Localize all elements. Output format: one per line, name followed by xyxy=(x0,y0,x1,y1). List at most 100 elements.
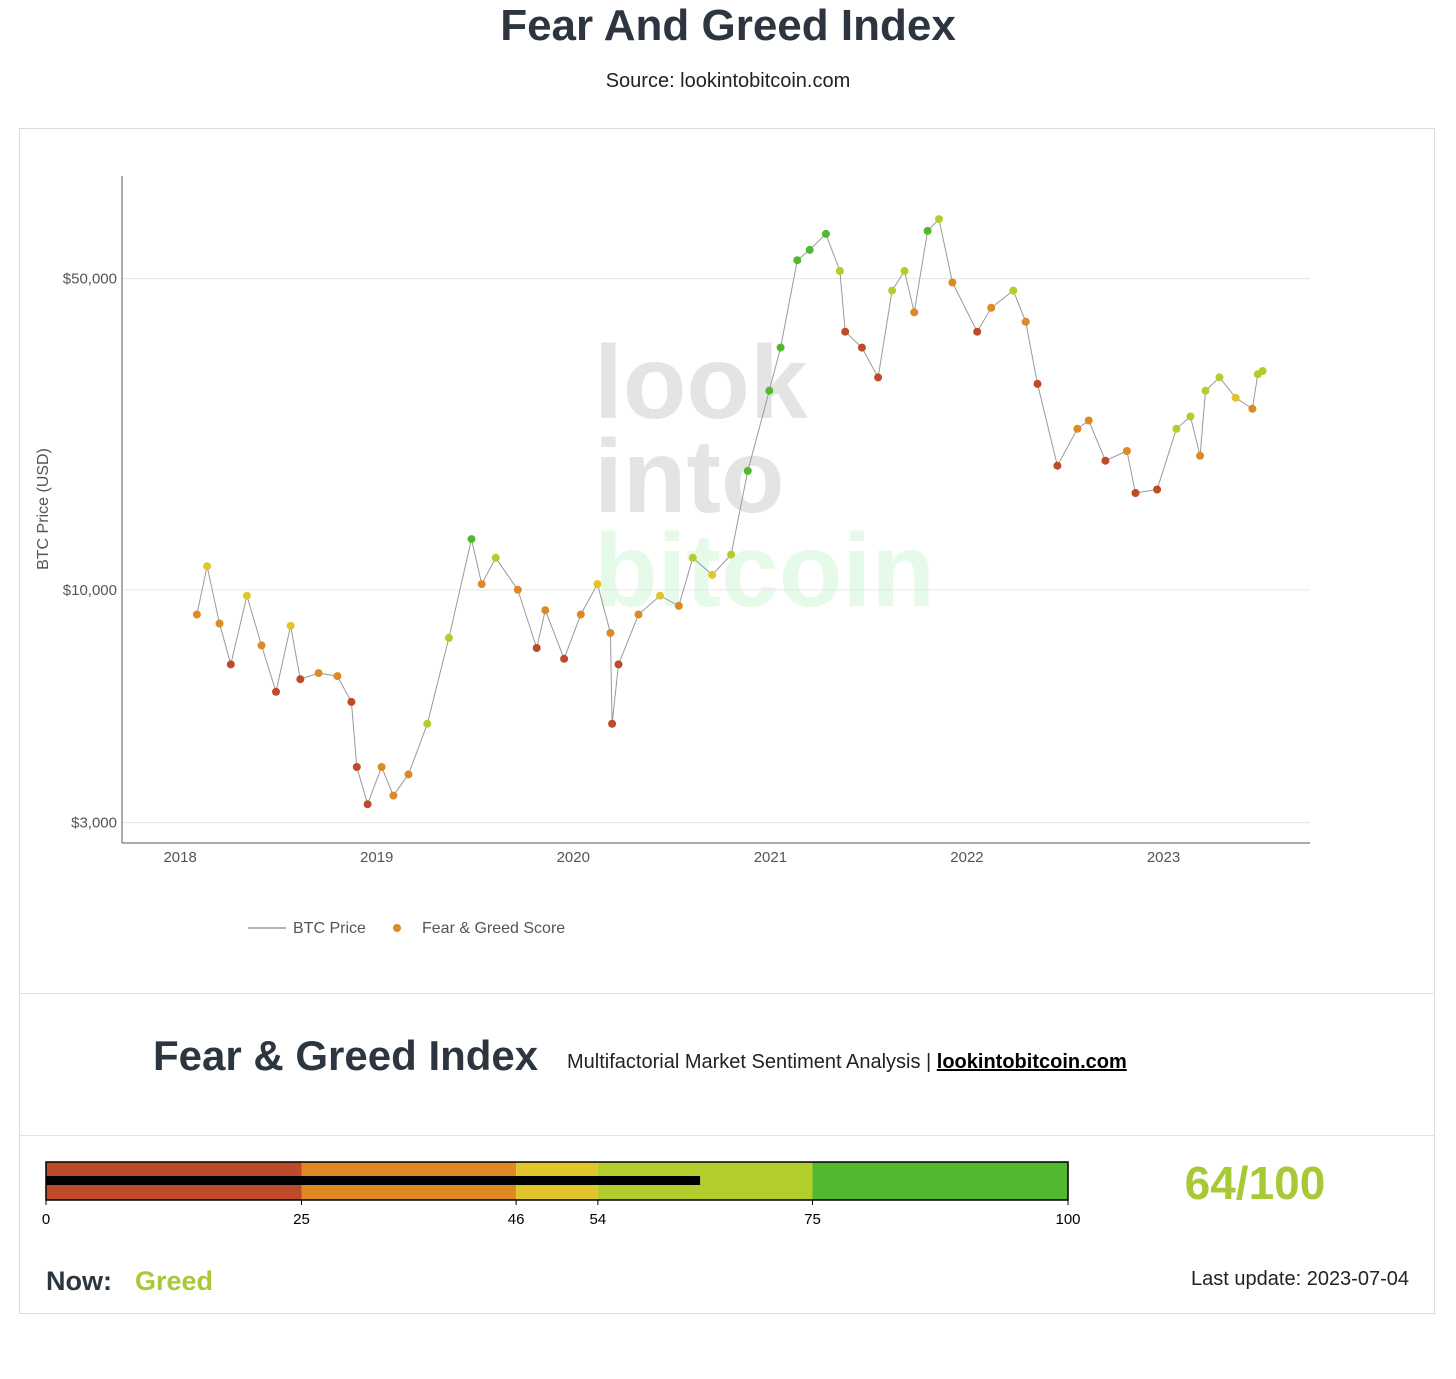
y-tick-labels: $3,000 $10,000 $50,000 xyxy=(63,271,117,832)
legend-fear-greed-score[interactable]: Fear & Greed Score xyxy=(422,920,565,937)
score-point[interactable] xyxy=(708,570,717,579)
score-point[interactable] xyxy=(923,226,932,235)
score-point[interactable] xyxy=(352,763,361,771)
score-point[interactable] xyxy=(910,308,919,317)
score-point[interactable] xyxy=(491,553,500,562)
score-point[interactable] xyxy=(226,660,235,669)
score-points xyxy=(192,215,1267,809)
y-tick-label: $50,000 xyxy=(63,271,117,288)
score-point[interactable] xyxy=(793,256,802,265)
score-point[interactable] xyxy=(296,675,305,684)
score-point[interactable] xyxy=(192,610,201,619)
score-point[interactable] xyxy=(1122,447,1131,455)
score-point[interactable] xyxy=(1196,451,1205,460)
score-point[interactable] xyxy=(1258,367,1267,375)
x-tick-labels: 2018 2019 2020 2021 2022 2023 xyxy=(163,849,1180,866)
score-point[interactable] xyxy=(743,466,752,475)
watermark-into: into xyxy=(594,419,785,535)
score-point[interactable] xyxy=(888,286,897,295)
score-point[interactable] xyxy=(1021,317,1030,326)
score-point[interactable] xyxy=(347,697,356,706)
score-point[interactable] xyxy=(674,601,683,610)
score-point[interactable] xyxy=(477,580,486,589)
score-point[interactable] xyxy=(776,343,785,352)
score-point[interactable] xyxy=(1073,424,1082,433)
page-title: Fear And Greed Index xyxy=(500,1,956,50)
score-point[interactable] xyxy=(389,791,398,800)
score-point[interactable] xyxy=(857,343,866,352)
score-point[interactable] xyxy=(935,215,943,224)
x-tick-label: 2019 xyxy=(360,849,393,866)
score-point[interactable] xyxy=(608,719,617,728)
score-point[interactable] xyxy=(1053,461,1062,470)
x-tick-label: 2018 xyxy=(163,849,196,866)
score-point[interactable] xyxy=(900,267,909,275)
legend-dot-swatch xyxy=(393,924,401,932)
score-point[interactable] xyxy=(1084,416,1093,425)
score-value: 64/100 xyxy=(1184,1157,1326,1209)
score-point[interactable] xyxy=(805,245,814,254)
score-point[interactable] xyxy=(727,550,736,559)
score-point[interactable] xyxy=(215,619,224,628)
score-point[interactable] xyxy=(1131,489,1140,497)
score-point[interactable] xyxy=(1172,424,1181,433)
score-point[interactable] xyxy=(467,535,476,544)
score-point[interactable] xyxy=(948,278,957,287)
score-point[interactable] xyxy=(593,580,602,589)
score-point[interactable] xyxy=(257,641,266,650)
score-point[interactable] xyxy=(835,267,844,275)
btc-price-line xyxy=(196,218,1263,806)
x-tick-label: 2021 xyxy=(754,849,787,866)
x-tick-label: 2020 xyxy=(557,849,590,866)
score-point[interactable] xyxy=(532,644,541,652)
score-point[interactable] xyxy=(513,585,522,594)
score-point[interactable] xyxy=(404,770,413,779)
lookintobitcoin-link[interactable]: lookintobitcoin.com xyxy=(936,1051,1127,1073)
score-point[interactable] xyxy=(444,633,453,642)
score-point[interactable] xyxy=(1101,456,1110,465)
score-point[interactable] xyxy=(272,687,280,696)
score-point[interactable] xyxy=(821,229,830,238)
score-point[interactable] xyxy=(688,553,697,562)
index-subtitle-text: Multifactorial Market Sentiment Analysis… xyxy=(567,1051,932,1073)
score-point[interactable] xyxy=(286,621,295,630)
score-point[interactable] xyxy=(841,327,850,336)
score-point[interactable] xyxy=(874,373,883,382)
watermark: look into bitcoin xyxy=(594,325,935,629)
score-point[interactable] xyxy=(1033,379,1042,388)
score-point[interactable] xyxy=(1231,393,1240,402)
y-tick-label: $10,000 xyxy=(63,582,117,599)
score-point[interactable] xyxy=(377,763,386,771)
score-point[interactable] xyxy=(765,386,774,395)
score-point[interactable] xyxy=(1009,286,1018,295)
score-point[interactable] xyxy=(634,610,643,619)
score-point[interactable] xyxy=(1215,373,1224,382)
score-point[interactable] xyxy=(314,669,323,678)
y-tick-label: $3,000 xyxy=(71,815,117,832)
now-value: Greed xyxy=(135,1266,214,1296)
score-point[interactable] xyxy=(1153,485,1162,494)
score-point[interactable] xyxy=(242,591,251,600)
score-point[interactable] xyxy=(363,800,372,809)
score-point[interactable] xyxy=(541,606,550,615)
price-chart: look into bitcoin $3,000 $10,000 $50,000 2… xyxy=(35,176,1310,937)
score-point[interactable] xyxy=(1186,412,1195,421)
score-point[interactable] xyxy=(987,303,996,312)
score-point[interactable] xyxy=(656,591,664,600)
score-point[interactable] xyxy=(1201,386,1210,395)
page-subtitle: Source: lookintobitcoin.com xyxy=(605,70,851,92)
legend-btc-price[interactable]: BTC Price xyxy=(293,920,366,937)
score-point[interactable] xyxy=(606,629,615,637)
score-point[interactable] xyxy=(614,660,623,669)
divider-top xyxy=(20,993,1434,994)
score-point[interactable] xyxy=(973,327,982,336)
score-point[interactable] xyxy=(203,562,212,571)
x-tick-label: 2023 xyxy=(1147,849,1180,866)
score-point[interactable] xyxy=(1248,404,1257,413)
score-point[interactable] xyxy=(333,672,342,681)
score-point[interactable] xyxy=(576,610,585,619)
score-point[interactable] xyxy=(423,719,432,728)
score-point[interactable] xyxy=(560,654,569,663)
y-axis-label: BTC Price (USD) xyxy=(35,448,52,570)
x-tick-label: 2022 xyxy=(950,849,983,866)
